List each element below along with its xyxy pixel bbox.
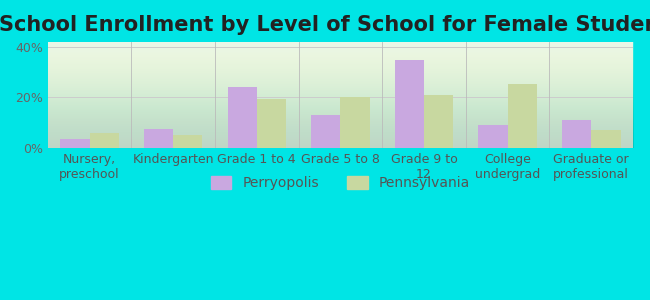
Bar (173, 135, 202, 148)
Bar (395, 60, 424, 148)
Bar (144, 129, 173, 148)
Legend: Perryopolis, Pennsylvania: Perryopolis, Pennsylvania (205, 171, 476, 196)
Bar (341, 98, 370, 148)
Bar (60, 139, 90, 148)
Bar (257, 99, 286, 148)
Bar (478, 125, 508, 148)
Bar (90, 133, 119, 148)
Bar (227, 87, 257, 148)
Title: School Enrollment by Level of School for Female Students: School Enrollment by Level of School for… (0, 15, 650, 35)
Bar (562, 120, 592, 148)
Bar (311, 115, 341, 148)
Bar (424, 95, 453, 148)
Bar (592, 130, 621, 148)
Bar (508, 84, 537, 148)
